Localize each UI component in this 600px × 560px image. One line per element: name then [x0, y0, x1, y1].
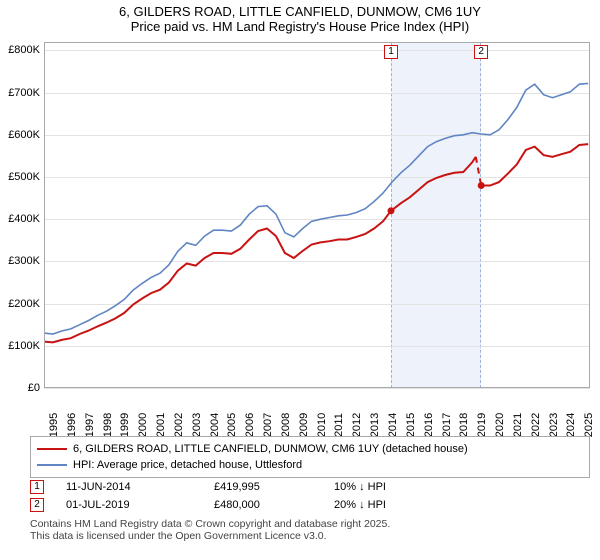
y-axis-labels: £0£100K£200K£300K£400K£500K£600K£700K£80… [0, 42, 42, 388]
footer-line-2: This data is licensed under the Open Gov… [30, 530, 590, 542]
y-tick-label: £100K [8, 340, 40, 352]
x-tick-label: 2015 [405, 413, 417, 437]
x-tick-label: 2003 [191, 413, 203, 437]
x-tick-label: 2022 [530, 413, 542, 437]
y-tick-label: £800K [8, 44, 40, 56]
y-tick-label: £500K [8, 171, 40, 183]
y-tick-label: £600K [8, 129, 40, 141]
x-tick-label: 2008 [280, 413, 292, 437]
x-tick-label: 2000 [137, 413, 149, 437]
x-tick-label: 2025 [583, 413, 595, 437]
y-tick-label: £700K [8, 87, 40, 99]
x-tick-label: 2024 [565, 413, 577, 437]
sale-delta: 10% ↓ HPI [334, 481, 454, 493]
x-tick-label: 2010 [316, 413, 328, 437]
sale-row: 1 11-JUN-2014 £419,995 10% ↓ HPI [30, 478, 590, 496]
x-tick-label: 2020 [494, 413, 506, 437]
x-tick-label: 2023 [548, 413, 560, 437]
footer-line-1: Contains HM Land Registry data © Crown c… [30, 518, 590, 530]
x-tick-label: 2012 [351, 413, 363, 437]
legend-item: 6, GILDERS ROAD, LITTLE CANFIELD, DUNMOW… [37, 441, 583, 457]
x-tick-label: 2009 [298, 413, 310, 437]
y-tick-label: £400K [8, 213, 40, 225]
y-tick-label: £300K [8, 255, 40, 267]
title-block: 6, GILDERS ROAD, LITTLE CANFIELD, DUNMOW… [0, 0, 600, 36]
x-tick-label: 2007 [262, 413, 274, 437]
x-tick-label: 1998 [102, 413, 114, 437]
x-tick-label: 2005 [226, 413, 238, 437]
x-tick-label: 2001 [155, 413, 167, 437]
sale-price: £480,000 [214, 499, 334, 511]
sale-marker-box: 2 [30, 498, 44, 512]
x-tick-label: 2017 [441, 413, 453, 437]
title-line-2: Price paid vs. HM Land Registry's House … [0, 19, 600, 34]
legend-item: HPI: Average price, detached house, Uttl… [37, 457, 583, 473]
legend: 6, GILDERS ROAD, LITTLE CANFIELD, DUNMOW… [30, 436, 590, 478]
chart-container: 6, GILDERS ROAD, LITTLE CANFIELD, DUNMOW… [0, 0, 600, 560]
x-tick-label: 2013 [369, 413, 381, 437]
sale-price: £419,995 [214, 481, 334, 493]
legend-swatch [37, 448, 67, 450]
legend-swatch [37, 464, 67, 466]
y-tick-label: £200K [8, 298, 40, 310]
y-tick-label: £0 [28, 382, 40, 394]
legend-label: HPI: Average price, detached house, Uttl… [73, 459, 302, 471]
x-tick-label: 2021 [512, 413, 524, 437]
sale-date: 11-JUN-2014 [66, 481, 214, 493]
x-tick-label: 2016 [423, 413, 435, 437]
x-tick-label: 1995 [48, 413, 60, 437]
legend-label: 6, GILDERS ROAD, LITTLE CANFIELD, DUNMOW… [73, 443, 468, 455]
x-tick-label: 1996 [66, 413, 78, 437]
x-axis-labels: 1995199619971998199920002001200220032004… [44, 389, 590, 433]
x-tick-label: 2004 [209, 413, 221, 437]
x-tick-label: 1997 [84, 413, 96, 437]
chart-plot-area: 12 [44, 42, 590, 388]
x-tick-label: 2018 [458, 413, 470, 437]
x-tick-label: 2011 [333, 413, 345, 437]
title-line-1: 6, GILDERS ROAD, LITTLE CANFIELD, DUNMOW… [0, 4, 600, 19]
x-tick-label: 2002 [173, 413, 185, 437]
footer: Contains HM Land Registry data © Crown c… [30, 518, 590, 542]
x-tick-label: 1999 [119, 413, 131, 437]
x-tick-label: 2006 [244, 413, 256, 437]
sales-table: 1 11-JUN-2014 £419,995 10% ↓ HPI 2 01-JU… [30, 478, 590, 514]
sale-delta: 20% ↓ HPI [334, 499, 454, 511]
x-tick-label: 2019 [476, 413, 488, 437]
sale-row: 2 01-JUL-2019 £480,000 20% ↓ HPI [30, 496, 590, 514]
x-tick-label: 2014 [387, 413, 399, 437]
sale-marker-box: 1 [30, 480, 44, 494]
sale-date: 01-JUL-2019 [66, 499, 214, 511]
